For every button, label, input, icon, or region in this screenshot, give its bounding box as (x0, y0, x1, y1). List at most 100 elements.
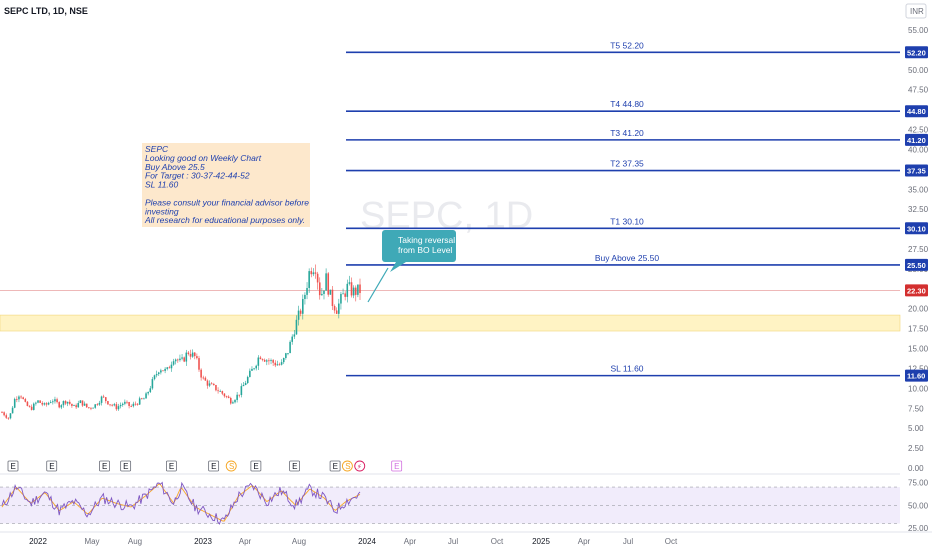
candle-body (208, 383, 211, 386)
level-label: T3 41.20 (610, 128, 644, 138)
candle-body (217, 390, 219, 392)
candle-body (295, 319, 298, 335)
callout-text: Taking reversal from BO Level (398, 235, 455, 255)
candle-body (24, 399, 27, 402)
candle-body (308, 271, 310, 288)
candle-body (124, 401, 126, 404)
candle-body (285, 353, 287, 359)
candle-body (204, 377, 207, 381)
event-label: E (102, 462, 107, 471)
candle-body (299, 310, 302, 314)
candle-body (289, 341, 291, 354)
event-label: E (49, 462, 54, 471)
candle-body (346, 283, 349, 297)
level-price-tag-text: 41.20 (907, 136, 926, 145)
level-price-tag (905, 258, 928, 271)
candle-body (253, 368, 255, 370)
candle-body (354, 287, 357, 295)
candle-body (259, 357, 262, 360)
event-earnings-icon (329, 460, 341, 472)
candle-body (342, 293, 344, 295)
callout-tail (390, 262, 406, 272)
level-price-tag-text: 52.20 (907, 48, 926, 57)
candle-body (312, 272, 315, 275)
price-tick-label: 40.00 (908, 145, 929, 154)
rsi-tick-label: 75.00 (908, 479, 929, 488)
candle-body (145, 393, 147, 399)
candle-body (293, 334, 296, 337)
price-tick-label: 10.00 (908, 384, 929, 393)
rsi-tick-label: 50.00 (908, 501, 929, 510)
candle-body (49, 402, 52, 403)
candle-body (181, 357, 183, 359)
candle-body (96, 404, 99, 406)
note-line: SL 11.60 (145, 180, 179, 190)
candle-body (168, 367, 171, 369)
candle-body (310, 271, 313, 275)
candle-body (66, 401, 69, 404)
level-label: T2 37.35 (610, 159, 644, 169)
candle-body (81, 400, 84, 406)
price-tick-label: 15.00 (908, 345, 929, 354)
candle-body (170, 364, 173, 369)
candle-body (304, 294, 306, 299)
candle-body (83, 403, 86, 406)
candle-body (3, 412, 5, 416)
candle-body (340, 293, 342, 304)
candle-body (102, 396, 105, 398)
callout-line: Taking reversal (398, 235, 455, 245)
event-earnings-icon (7, 460, 19, 472)
candle-body (177, 359, 179, 361)
level-label: Buy Above 25.50 (595, 253, 660, 263)
candle-body (323, 290, 325, 294)
candle-body (100, 396, 103, 403)
note-background (142, 143, 310, 227)
event-label: ⚡ (357, 463, 362, 471)
candle-body (333, 306, 336, 311)
candle-body (306, 287, 308, 295)
event-label: S (345, 462, 350, 471)
level-price-tag (905, 164, 928, 177)
candle-body (28, 405, 31, 407)
candle-body (318, 282, 321, 296)
time-tick-label: Apr (239, 537, 252, 546)
event-earnings-icon (289, 460, 301, 472)
time-tick-label: Oct (491, 537, 504, 546)
last-price-tag-text: 22.30 (907, 286, 926, 295)
price-tick-label: 47.50 (908, 86, 929, 95)
candle-body (261, 359, 264, 360)
level-label: T5 52.20 (610, 40, 644, 50)
time-tick-label: 2024 (358, 537, 376, 546)
reversal-callout[interactable]: Taking reversal from BO Level (367, 230, 456, 303)
event-label: S (229, 462, 234, 471)
event-label: E (292, 462, 297, 471)
candle-body (94, 404, 97, 408)
candle-body (52, 401, 54, 403)
candle-body (164, 368, 166, 371)
candle-body (335, 310, 338, 314)
currency-box[interactable] (905, 3, 927, 19)
level-price-tag (905, 369, 928, 382)
last-price-tag-bg (905, 284, 928, 297)
candle-body (344, 293, 346, 297)
analysis-note[interactable]: SEPC Looking good on Weekly Chart Buy Abov… (142, 143, 310, 227)
candle-body (229, 398, 232, 404)
event-label: E (211, 462, 216, 471)
price-tick-label: 27.50 (908, 245, 929, 254)
candle-body (111, 404, 113, 406)
candle-body (223, 393, 226, 397)
candle-body (71, 403, 73, 406)
price-tick-label: 2.50 (908, 444, 924, 453)
candle-body (47, 402, 50, 405)
level-price-tag-text: 37.35 (907, 167, 926, 176)
candle-body (117, 406, 120, 410)
time-tick-label: Apr (404, 537, 417, 546)
time-tick-label: Apr (578, 537, 591, 546)
time-axis[interactable]: 2022 May Aug 2023 Apr Aug 2024 Apr Jul Oct 2025 Apr… (0, 531, 932, 546)
level-price-tag (905, 222, 928, 235)
candle-body (90, 407, 92, 409)
candle-body (60, 405, 63, 408)
level-price-tag-text: 30.10 (907, 224, 926, 233)
note-line: Looking good on Weekly Chart (145, 153, 262, 163)
